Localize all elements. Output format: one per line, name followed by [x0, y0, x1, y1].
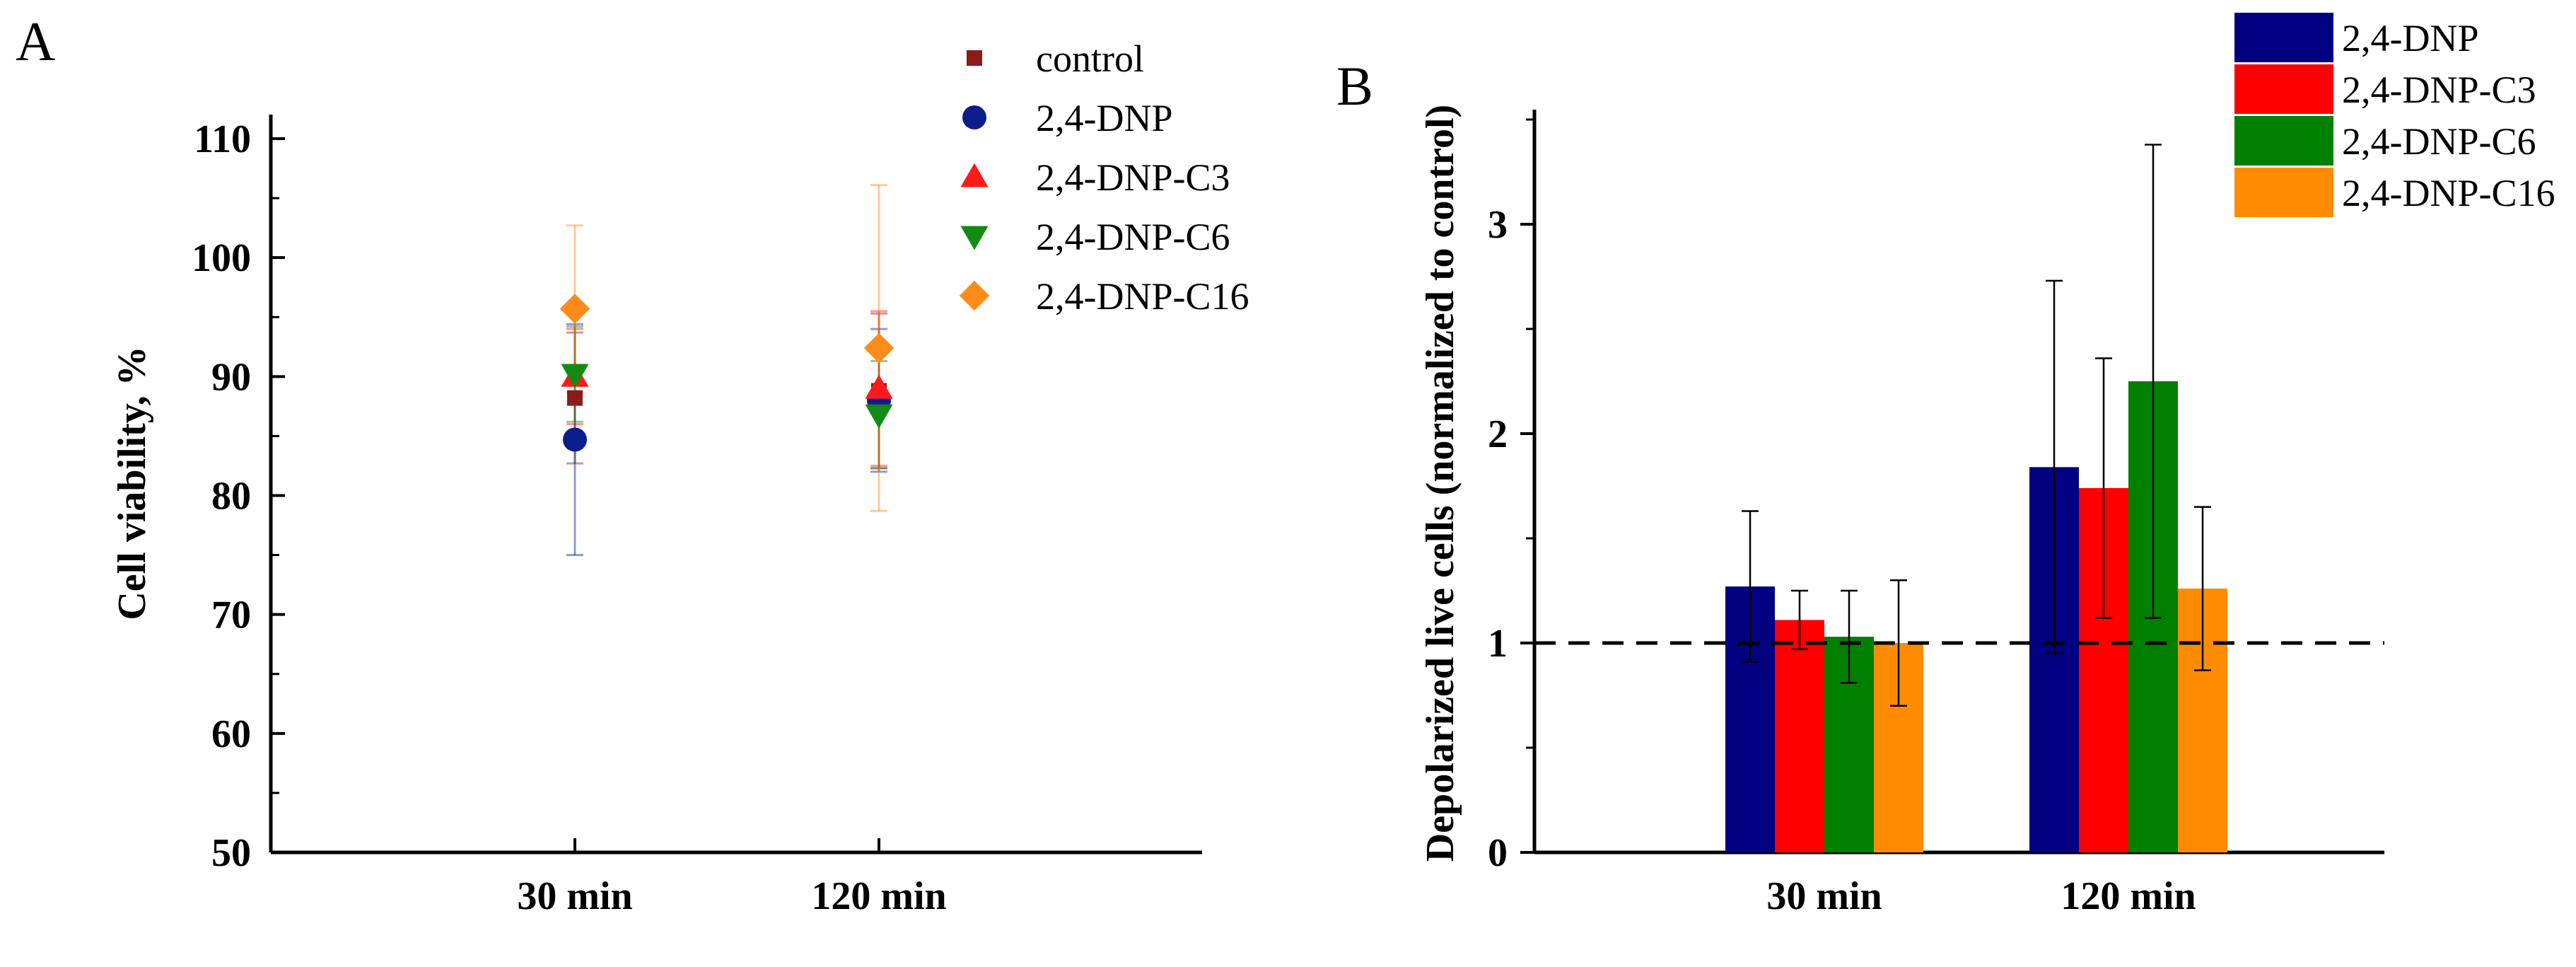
panel-label-b: B: [1336, 55, 1373, 117]
b-legend-swatch: [2234, 168, 2333, 217]
b-y-axis-title: Depolarized live cells (normalized to co…: [1418, 105, 1462, 862]
a-legend-marker: [960, 163, 989, 187]
b-y-tick-label: 2: [1488, 412, 1508, 456]
panel-label-a: A: [16, 11, 55, 72]
b-legend-swatch: [2234, 13, 2333, 62]
a-point-2-4-dnp-c16: [559, 294, 590, 324]
b-bar-2-4-dnp-c3: [1775, 620, 1824, 852]
a-legend-label: 2,4-DNP: [1036, 97, 1173, 139]
a-y-axis-title: Cell viability, %: [110, 346, 154, 620]
a-point-2-4-dnp: [563, 427, 587, 452]
a-x-tick-label: 30 min: [517, 874, 632, 918]
a-legend-label: control: [1036, 37, 1144, 80]
a-y-tick-label: 50: [211, 831, 251, 875]
a-legend-marker: [960, 226, 989, 250]
a-point-2-4-dnp-c6: [561, 364, 589, 388]
panel-a: A 50 60 70 80 90 100 110 Cell viability, % 30 …: [16, 11, 1249, 918]
b-y-tick-label: 1: [1488, 622, 1508, 666]
b-y-tick-label: 3: [1488, 203, 1508, 247]
a-legend-label: 2,4-DNP-C16: [1036, 275, 1249, 318]
b-x-tick-label: 120 min: [2061, 874, 2196, 918]
a-point-2-4-dnp-c16: [863, 332, 894, 364]
a-y-tick-label: 60: [211, 712, 251, 756]
b-legend-swatch: [2234, 64, 2333, 114]
a-point-2-4-dnp-c3: [865, 374, 893, 399]
a-y-tick-label: 70: [211, 593, 251, 637]
a-legend-marker: [959, 280, 990, 311]
a-y-tick-label: 80: [211, 475, 251, 519]
b-legend-label: 2,4-DNP-C16: [2342, 172, 2555, 214]
a-x-tick-label: 120 min: [811, 874, 946, 918]
a-y-tick-label: 90: [211, 355, 251, 399]
a-legend-label: 2,4-DNP-C3: [1036, 156, 1230, 199]
a-y-tick-label: 110: [194, 117, 251, 161]
b-y-tick-label: 0: [1488, 831, 1508, 875]
a-legend-label: 2,4-DNP-C6: [1036, 216, 1230, 258]
b-x-tick-label: 30 min: [1766, 874, 1882, 918]
panel-b: B 0 1 2 3 Depolarized live cells (normalize…: [1336, 13, 2555, 918]
b-legend-swatch: [2234, 116, 2333, 166]
a-y-tick-label: 100: [192, 236, 251, 280]
a-legend-marker: [962, 105, 986, 129]
a-legend-marker: [967, 50, 982, 66]
b-legend-label: 2,4-DNP: [2342, 17, 2479, 59]
b-legend-label: 2,4-DNP-C6: [2342, 120, 2536, 163]
a-point-2-4-dnp-c6: [865, 404, 893, 429]
a-point-control: [567, 390, 583, 406]
b-legend-label: 2,4-DNP-C3: [2342, 69, 2536, 111]
